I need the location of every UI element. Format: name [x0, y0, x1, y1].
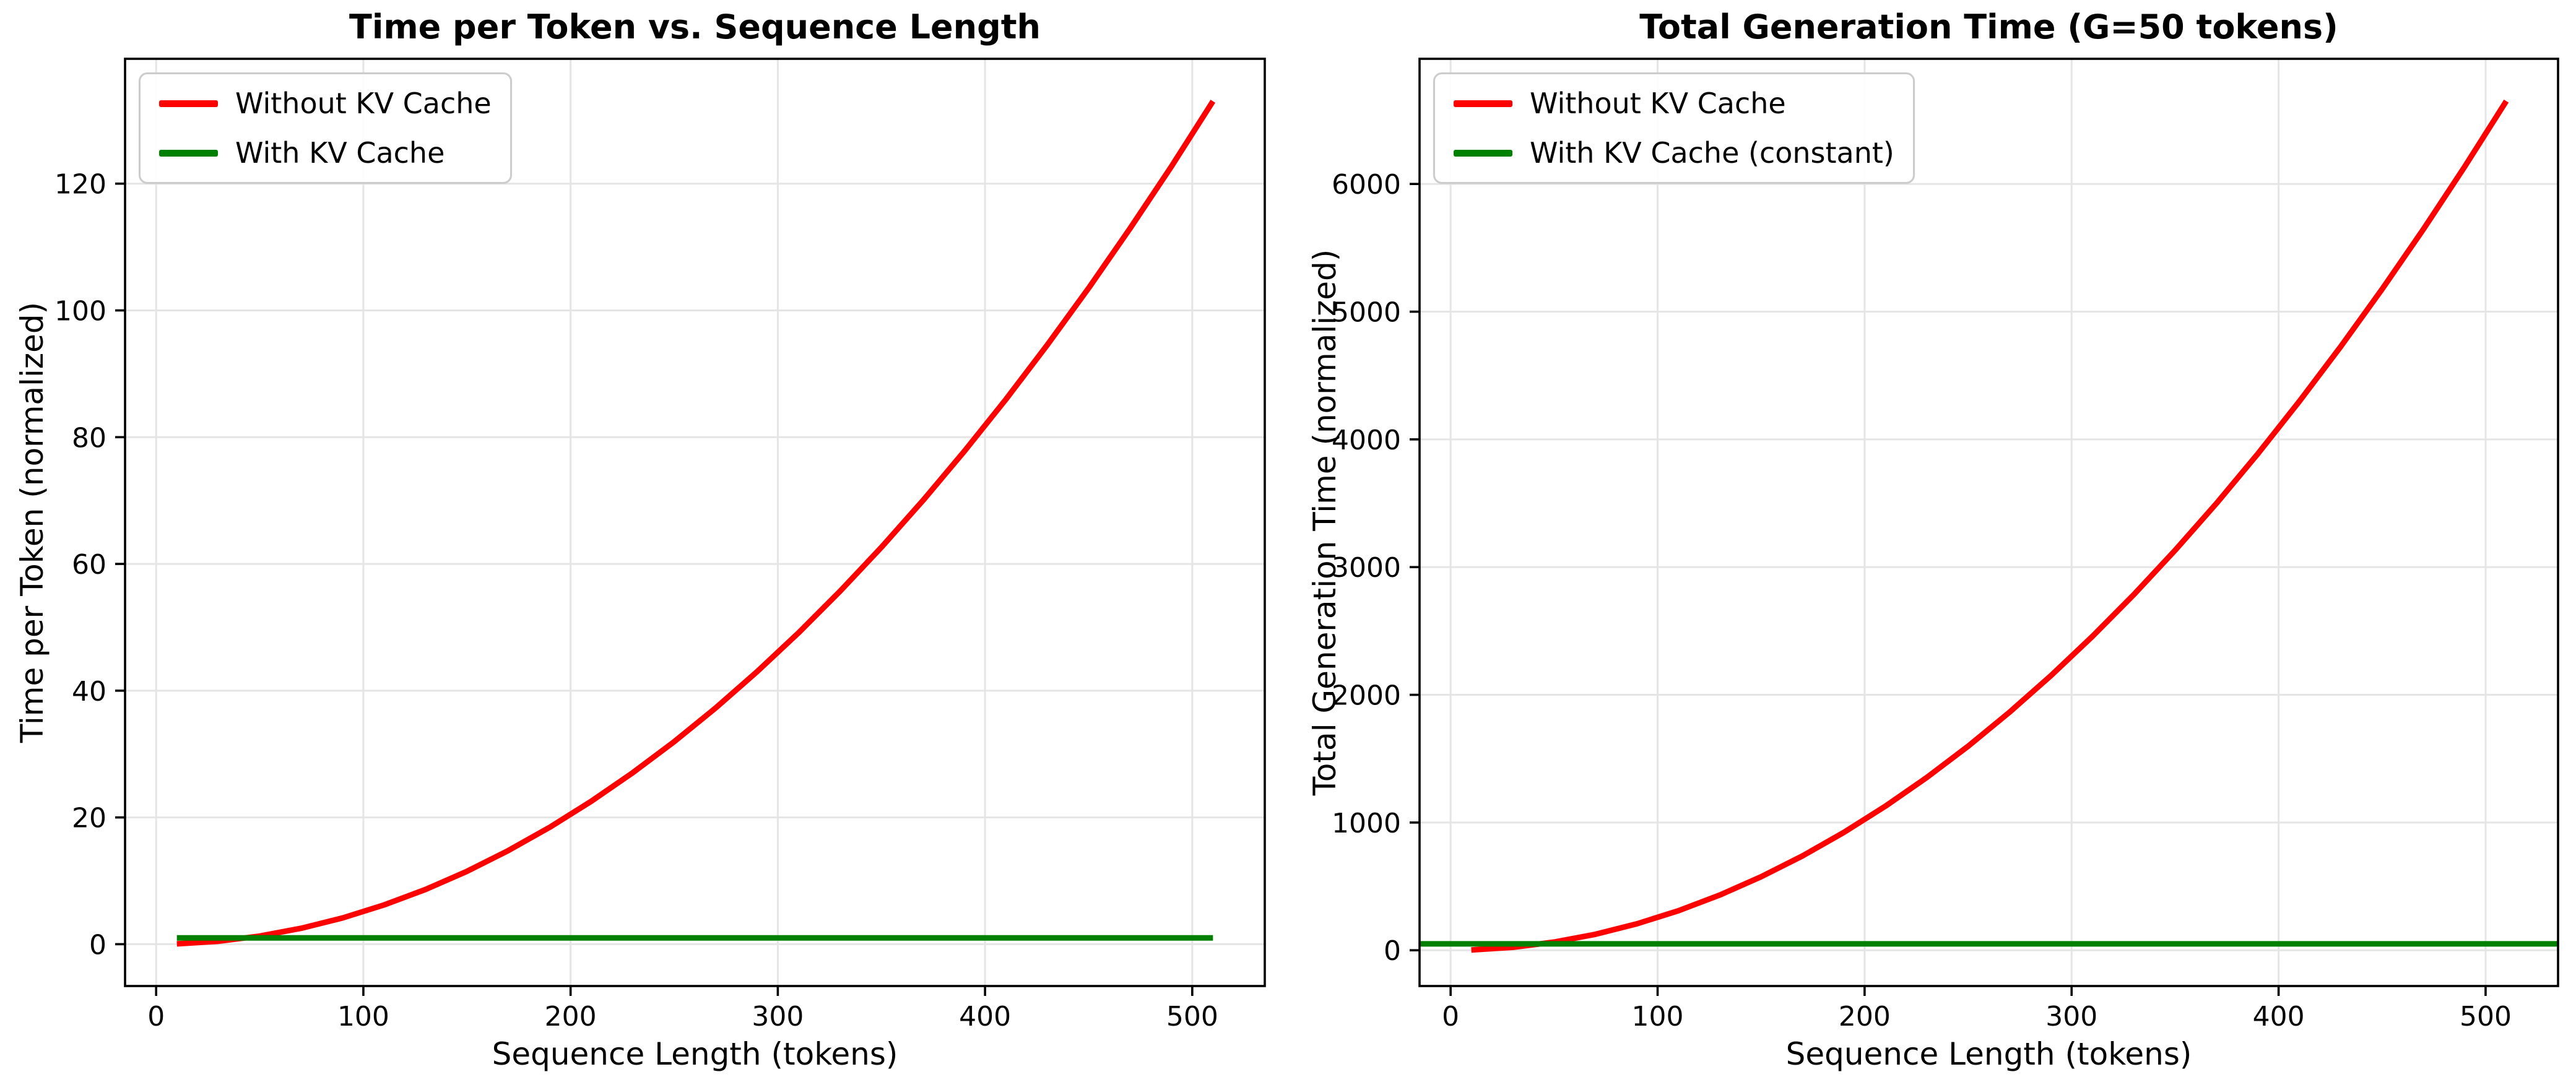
legend-label: With KV Cache (constant)	[1530, 136, 1894, 170]
series-line-without-kv-cache	[176, 100, 1216, 947]
x-tick-label: 0	[1442, 1001, 1459, 1032]
y-tick-label: 100	[54, 295, 106, 327]
axes-frame	[1418, 58, 2559, 987]
y-tick-label: 40	[72, 676, 106, 707]
y-tick-label: 80	[72, 422, 106, 454]
x-tick-label: 100	[337, 1001, 389, 1032]
legend-label: With KV Cache	[235, 136, 445, 170]
x-tick-label: 300	[2045, 1001, 2097, 1032]
x-tick-label: 400	[2253, 1001, 2305, 1032]
right-subplot: 0 100 200 300 400 500 0 1000 2000 3000 4000 5000 600…	[1288, 0, 2576, 1090]
right-y-axis-label: Total Generation Time (normalized)	[1307, 249, 1343, 796]
x-tick-label: 0	[147, 1001, 165, 1032]
left-plot-canvas: 0 100 200 300 400 500 0 20 40 60 80 100 120	[54, 58, 1266, 1032]
right-legend: Without KV Cache With KV Cache (constant…	[1433, 72, 1915, 184]
x-tick-label: 100	[1632, 1001, 1684, 1032]
left-legend: Without KV Cache With KV Cache	[139, 72, 512, 184]
legend-row-without-kv-cache: Without KV Cache	[159, 87, 492, 120]
y-tick-label: 3000	[1332, 552, 1401, 584]
y-tick-label: 0	[89, 929, 106, 961]
y-tick-label: 2000	[1332, 680, 1401, 712]
axes-frame	[124, 58, 1266, 987]
legend-label: Without KV Cache	[1530, 87, 1786, 120]
y-tick-label: 1000	[1332, 808, 1401, 839]
green-line-swatch	[1454, 149, 1512, 157]
x-tick-label: 500	[2460, 1001, 2512, 1032]
y-tick-label: 60	[72, 549, 106, 581]
y-tick-label: 20	[72, 803, 106, 834]
left-chart-title: Time per Token vs. Sequence Length	[349, 7, 1041, 46]
y-tick-label: 5000	[1332, 297, 1401, 329]
y-tick-label: 6000	[1332, 169, 1401, 201]
series-line-without-kv-cache	[1471, 99, 2509, 953]
legend-row-with-kv-cache-constant: With KV Cache (constant)	[1454, 136, 1894, 170]
right-chart-title: Total Generation Time (G=50 tokens)	[1639, 7, 2338, 46]
right-x-axis-label: Sequence Length (tokens)	[1785, 1036, 2192, 1072]
x-tick-label: 500	[1166, 1001, 1218, 1032]
x-tick-label: 400	[959, 1001, 1011, 1032]
left-x-axis-label: Sequence Length (tokens)	[492, 1036, 898, 1072]
green-line-swatch	[159, 149, 218, 157]
red-line-swatch	[159, 100, 218, 107]
legend-label: Without KV Cache	[235, 87, 492, 120]
x-tick-label: 200	[545, 1001, 597, 1032]
left-subplot: 0 100 200 300 400 500 0 20 40 60 80 100 120 Time per…	[14, 7, 1266, 1072]
red-line-swatch	[1454, 100, 1512, 107]
x-tick-label: 300	[752, 1001, 804, 1032]
left-y-axis-label: Time per Token (normalized)	[14, 301, 50, 743]
right-plot-canvas: 0 100 200 300 400 500010002000300040005000600…	[1332, 58, 2559, 1032]
legend-row-without-kv-cache: Without KV Cache	[1454, 87, 1894, 120]
y-tick-label: 0	[1384, 935, 1401, 967]
y-tick-label: 120	[54, 169, 106, 201]
x-tick-label: 200	[1839, 1001, 1891, 1032]
y-tick-label: 4000	[1332, 425, 1401, 456]
legend-row-with-kv-cache: With KV Cache	[159, 136, 492, 170]
